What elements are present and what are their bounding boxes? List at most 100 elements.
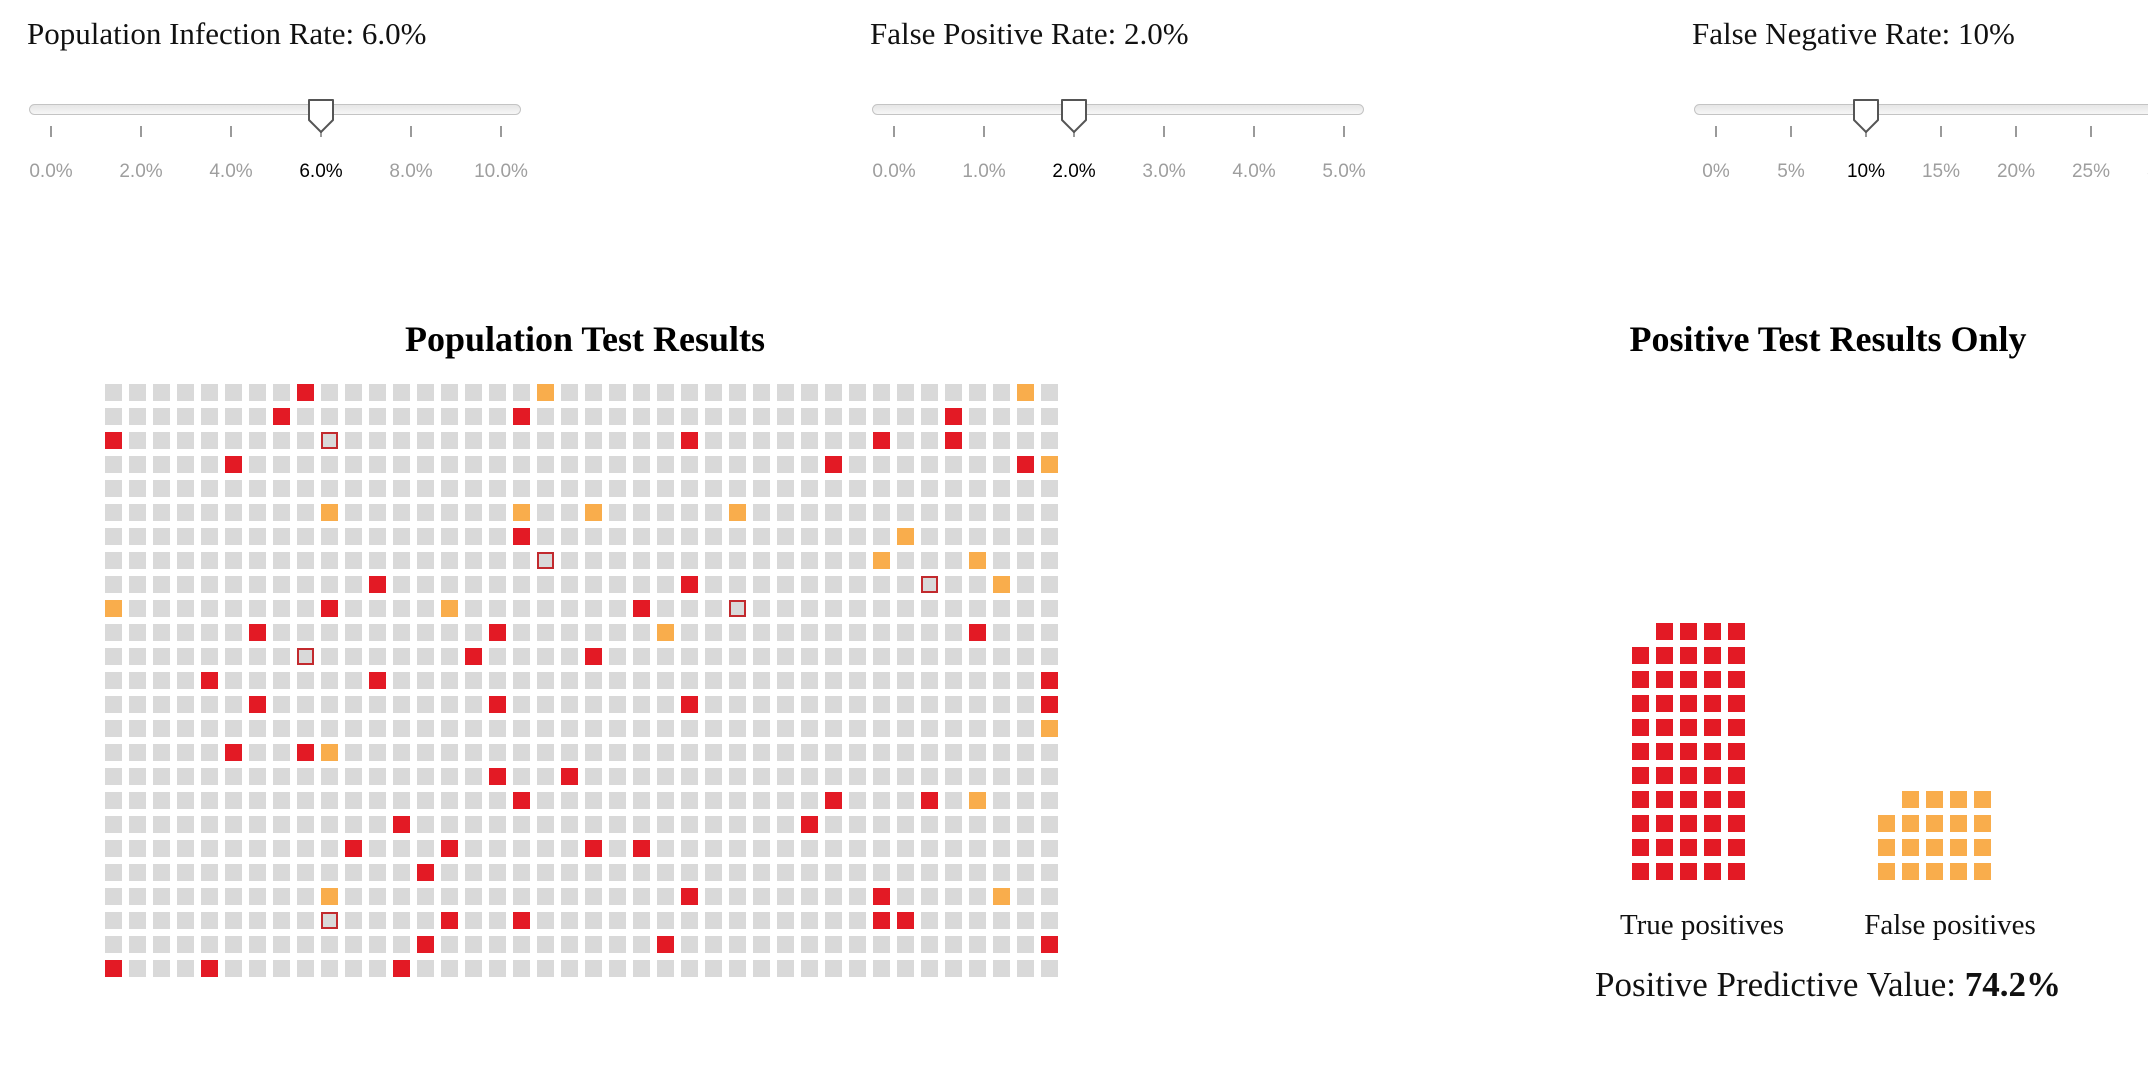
infection-rate-slider-track[interactable] <box>29 104 521 115</box>
negative-cell <box>801 912 818 929</box>
negative-cell <box>705 744 722 761</box>
negative-cell <box>729 720 746 737</box>
negative-cell <box>393 552 410 569</box>
negative-cell <box>201 744 218 761</box>
negative-cell <box>633 768 650 785</box>
negative-cell <box>345 648 362 665</box>
negative-cell <box>129 864 146 881</box>
negative-cell <box>753 384 770 401</box>
negative-cell <box>729 528 746 545</box>
negative-cell <box>729 552 746 569</box>
true-positive-square <box>1680 815 1697 832</box>
false-positive-square <box>1950 839 1967 856</box>
negative-cell <box>705 792 722 809</box>
negative-cell <box>705 480 722 497</box>
false-positive-cell <box>537 384 554 401</box>
negative-cell <box>489 552 506 569</box>
negative-cell <box>825 624 842 641</box>
negative-cell <box>729 936 746 953</box>
true-positive-square <box>1632 863 1649 880</box>
negative-cell <box>273 624 290 641</box>
negative-cell <box>153 696 170 713</box>
true-positive-cell <box>273 408 290 425</box>
false-positive-rate-slider-track[interactable] <box>872 104 1364 115</box>
negative-cell <box>273 960 290 977</box>
negative-cell <box>681 840 698 857</box>
negative-cell <box>1017 432 1034 449</box>
negative-cell <box>297 696 314 713</box>
negative-cell <box>609 384 626 401</box>
negative-cell <box>369 432 386 449</box>
negative-cell <box>897 696 914 713</box>
negative-cell <box>561 600 578 617</box>
negative-cell <box>633 816 650 833</box>
true-positive-square <box>1728 719 1745 736</box>
negative-cell <box>657 912 674 929</box>
negative-cell <box>945 912 962 929</box>
slider-tick <box>893 126 895 137</box>
negative-cell <box>969 912 986 929</box>
negative-cell <box>345 864 362 881</box>
negative-cell <box>705 624 722 641</box>
negative-cell <box>249 960 266 977</box>
negative-cell <box>657 432 674 449</box>
negative-cell <box>489 432 506 449</box>
negative-cell <box>993 480 1010 497</box>
negative-cell <box>633 384 650 401</box>
negative-cell <box>993 456 1010 473</box>
false-positive-square <box>1878 839 1895 856</box>
negative-cell <box>489 480 506 497</box>
negative-cell <box>657 792 674 809</box>
negative-cell <box>609 432 626 449</box>
negative-cell <box>201 432 218 449</box>
true-positive-cell <box>225 456 242 473</box>
slider-tick-label: 10% <box>1846 161 1886 182</box>
negative-cell <box>201 816 218 833</box>
negative-cell <box>417 720 434 737</box>
negative-cell <box>777 504 794 521</box>
negative-cell <box>513 720 530 737</box>
negative-cell <box>993 696 1010 713</box>
negative-cell <box>801 864 818 881</box>
negative-cell <box>105 384 122 401</box>
negative-cell <box>369 600 386 617</box>
negative-cell <box>273 864 290 881</box>
slider-tick-label: 0.0% <box>872 161 916 182</box>
negative-cell <box>849 432 866 449</box>
negative-cell <box>969 480 986 497</box>
negative-cell <box>105 864 122 881</box>
negative-cell <box>921 408 938 425</box>
negative-cell <box>801 960 818 977</box>
negative-cell <box>345 672 362 689</box>
negative-cell <box>945 480 962 497</box>
false-negative-rate-slider-track[interactable] <box>1694 104 2148 115</box>
negative-cell <box>633 504 650 521</box>
true-positive-cell <box>369 672 386 689</box>
slider-thumb-handle[interactable] <box>307 98 335 134</box>
negative-cell <box>825 888 842 905</box>
slider-thumb-handle[interactable] <box>1852 98 1880 134</box>
negative-cell <box>297 480 314 497</box>
negative-cell <box>585 600 602 617</box>
negative-cell <box>297 864 314 881</box>
false-negative-rate-label: False Negative Rate: 10% <box>1692 16 2015 51</box>
negative-cell <box>705 840 722 857</box>
negative-cell <box>417 744 434 761</box>
negative-cell <box>249 600 266 617</box>
negative-cell <box>825 504 842 521</box>
negative-cell <box>393 912 410 929</box>
negative-cell <box>105 936 122 953</box>
negative-cell <box>753 960 770 977</box>
negative-cell <box>969 744 986 761</box>
true-positive-cell <box>417 936 434 953</box>
true-positive-square <box>1656 695 1673 712</box>
negative-cell <box>585 768 602 785</box>
negative-cell <box>897 552 914 569</box>
negative-cell <box>201 456 218 473</box>
negative-cell <box>873 792 890 809</box>
false-negative-rate-control: False Negative Rate: 10% 0% 5% 10% 15% 20% 25… <box>1692 0 2148 200</box>
negative-cell <box>105 792 122 809</box>
slider-tick-label: 3.0% <box>1142 161 1186 182</box>
negative-cell <box>177 576 194 593</box>
slider-thumb-handle[interactable] <box>1060 98 1088 134</box>
